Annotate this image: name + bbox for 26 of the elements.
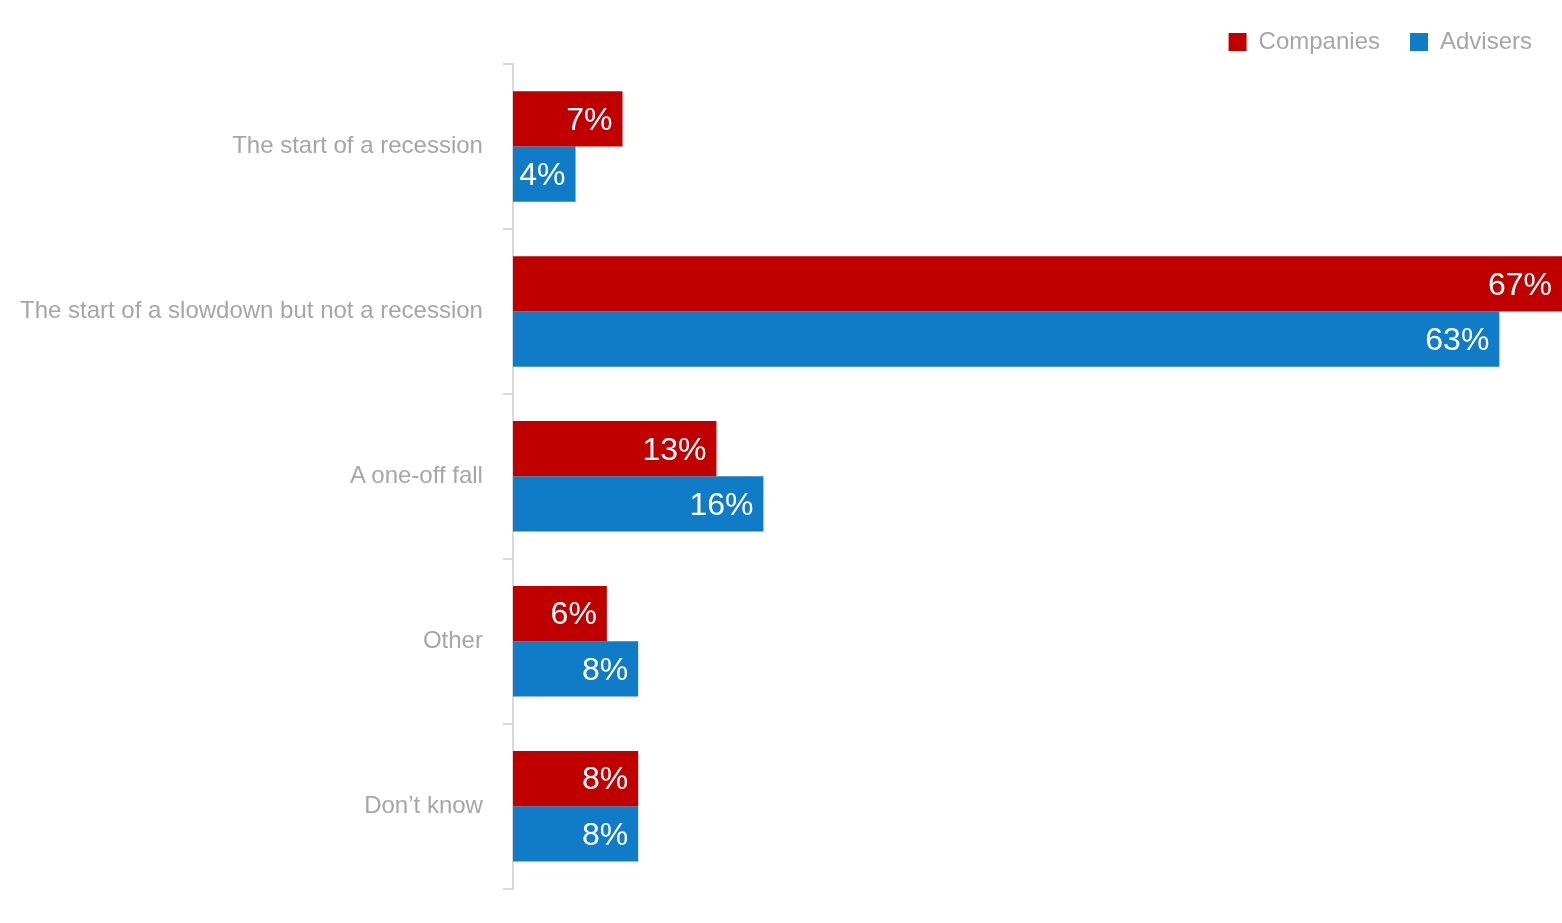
data-label: 63% xyxy=(1425,320,1490,357)
data-label: 4% xyxy=(519,155,566,192)
bar xyxy=(512,641,639,697)
bar xyxy=(512,421,717,477)
legend-label: Advisers xyxy=(1439,26,1532,54)
legend-label: Companies xyxy=(1258,26,1380,54)
bar xyxy=(512,256,1562,312)
data-label: 13% xyxy=(642,430,707,467)
data-label: 8% xyxy=(581,650,629,687)
y-tick-label: A one-off fall xyxy=(349,460,483,488)
data-label: 7% xyxy=(566,100,613,137)
y-tick-label: Don’t know xyxy=(364,790,484,818)
data-label: 8% xyxy=(581,760,629,797)
bar xyxy=(512,806,639,862)
bar xyxy=(512,585,607,642)
bar xyxy=(512,476,764,532)
bar xyxy=(512,91,623,147)
bar xyxy=(512,750,639,807)
y-tick-label: The start of a slowdown but not a recession xyxy=(19,296,483,324)
y-tick-label: Other xyxy=(422,625,483,653)
data-label: 16% xyxy=(689,485,754,522)
y-tick-label: The start of a recession xyxy=(232,131,483,159)
bar xyxy=(512,311,1500,367)
data-label: 8% xyxy=(581,815,629,852)
data-label: 6% xyxy=(550,595,597,632)
data-label: 67% xyxy=(1487,265,1552,302)
